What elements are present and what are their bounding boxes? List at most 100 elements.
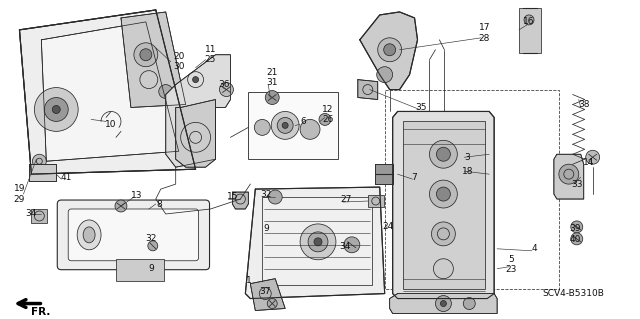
Circle shape [463,298,476,309]
Circle shape [33,154,46,168]
Text: SCV4-B5310B: SCV4-B5310B [543,289,605,298]
Text: 39
40: 39 40 [569,224,580,244]
Polygon shape [375,164,393,184]
Circle shape [429,140,458,168]
Circle shape [300,224,336,260]
Circle shape [35,88,78,131]
Circle shape [571,221,583,233]
Text: 9: 9 [264,224,269,234]
Polygon shape [29,164,56,181]
Circle shape [436,147,451,161]
Circle shape [384,44,396,56]
Circle shape [433,259,453,279]
FancyBboxPatch shape [68,209,198,261]
Text: 37: 37 [259,287,271,296]
Circle shape [115,200,127,212]
Circle shape [435,296,451,311]
Circle shape [193,77,198,83]
Text: 13: 13 [131,190,143,200]
Text: 5
23: 5 23 [506,255,516,274]
Text: 8: 8 [156,199,162,209]
Circle shape [300,119,320,139]
Circle shape [134,43,158,67]
Bar [31,209,47,223]
Circle shape [586,150,600,164]
Circle shape [319,114,331,125]
Polygon shape [250,279,285,310]
FancyBboxPatch shape [248,92,338,159]
Polygon shape [19,10,196,174]
Text: 21
31: 21 31 [266,68,278,87]
Circle shape [220,83,234,97]
Text: 34: 34 [26,210,37,219]
Text: 12
26: 12 26 [323,105,333,124]
Ellipse shape [77,220,101,250]
Circle shape [559,164,579,184]
Text: 10: 10 [105,120,116,129]
Polygon shape [166,55,230,167]
Text: 9: 9 [148,264,154,273]
Circle shape [344,237,360,253]
Polygon shape [554,154,584,199]
Circle shape [436,187,451,201]
Text: 33: 33 [571,180,582,189]
Circle shape [148,241,158,251]
Bar [403,122,485,289]
Text: 16: 16 [524,18,535,26]
Text: 15: 15 [227,191,238,201]
Polygon shape [42,22,179,161]
Circle shape [140,49,152,61]
Text: 27: 27 [340,195,351,204]
Circle shape [429,180,458,208]
Text: 14: 14 [583,158,595,167]
Circle shape [254,119,270,135]
Text: 17
28: 17 28 [479,23,490,42]
Ellipse shape [83,227,95,243]
Text: 6: 6 [300,117,306,126]
Circle shape [271,111,299,139]
Text: 32: 32 [145,234,157,243]
Text: 11
25: 11 25 [205,45,216,64]
Circle shape [44,98,68,122]
Text: 3: 3 [465,153,470,162]
Circle shape [52,106,60,114]
Circle shape [268,190,282,204]
Text: 41: 41 [61,173,72,182]
Polygon shape [358,80,378,100]
Polygon shape [121,12,186,108]
Text: 4: 4 [531,244,537,253]
Circle shape [314,238,322,246]
Polygon shape [390,293,497,314]
Circle shape [431,222,455,246]
Circle shape [159,85,173,99]
Circle shape [268,299,277,308]
Polygon shape [393,111,494,299]
Circle shape [378,38,402,62]
Text: 32: 32 [260,189,272,198]
Text: 1: 1 [246,276,252,285]
Text: 38: 38 [578,100,589,109]
Text: 35: 35 [416,103,428,112]
Text: 7: 7 [412,173,417,182]
Circle shape [277,117,293,133]
Circle shape [282,122,288,128]
Text: 24: 24 [382,222,394,231]
Text: FR.: FR. [31,307,51,316]
Text: 18: 18 [461,167,473,176]
Circle shape [377,67,393,83]
Polygon shape [232,192,248,209]
FancyBboxPatch shape [57,200,209,270]
Text: 34: 34 [339,242,351,251]
Text: 20
30: 20 30 [173,52,184,71]
Bar [116,259,164,281]
Polygon shape [245,187,385,299]
Circle shape [524,15,534,25]
Polygon shape [360,12,417,90]
Bar [519,8,541,53]
Circle shape [308,232,328,252]
Text: 19
29: 19 29 [13,184,25,204]
Circle shape [265,91,279,105]
Circle shape [571,233,583,245]
Polygon shape [176,100,216,167]
Bar [368,195,384,207]
